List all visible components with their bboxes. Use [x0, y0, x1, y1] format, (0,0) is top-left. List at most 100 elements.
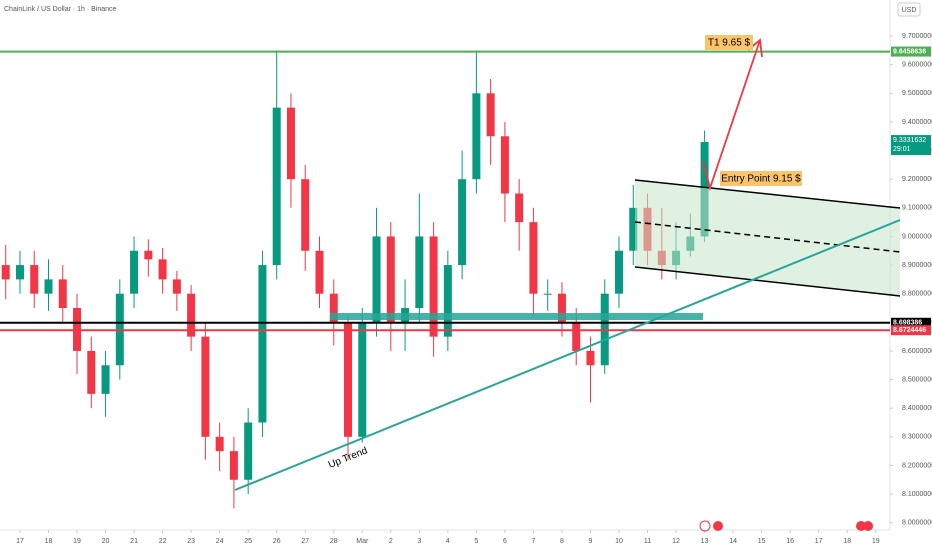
candle-body: [586, 350, 595, 366]
x-tick-label: 21: [130, 538, 138, 545]
target-box: [705, 35, 753, 50]
candle-body: [315, 250, 324, 294]
candle-body: [529, 222, 538, 294]
y-tick-label: 9.5000000: [902, 90, 932, 97]
candle-body: [158, 259, 167, 280]
candle-body: [101, 365, 110, 394]
x-tick-label: 14: [729, 538, 737, 545]
candle-body: [201, 336, 210, 437]
candle-body: [386, 236, 395, 323]
x-tick-label: 17: [815, 538, 823, 545]
level-label: 8.6724446: [893, 327, 926, 334]
x-tick-label: Mar: [356, 538, 369, 545]
x-tick-label: 6: [503, 538, 507, 545]
y-tick-label: 9.4000000: [902, 119, 932, 126]
level-tag: [891, 317, 931, 328]
x-tick-label: 22: [159, 538, 167, 545]
last-price-label: 9.3331632: [893, 137, 926, 144]
x-tick-label: 18: [843, 538, 851, 545]
x-tick-label: 8: [560, 538, 564, 545]
candle-body: [372, 236, 381, 323]
x-tick-label: 19: [73, 538, 81, 545]
channel-fill: [635, 180, 900, 296]
y-tick-label: 9.7000000: [902, 33, 932, 40]
channel-top: [634, 179, 901, 209]
event-icon[interactable]: [713, 521, 723, 531]
x-tick-label: 2: [389, 538, 393, 545]
candle-body: [87, 350, 96, 394]
x-tick-label: 12: [672, 538, 680, 545]
x-tick-label: 23: [187, 538, 195, 545]
x-tick-label: 5: [474, 538, 478, 545]
candle-body: [58, 279, 67, 309]
candle-body: [358, 322, 367, 437]
x-tick-label: 4: [446, 538, 450, 545]
trend-line: [234, 219, 901, 491]
y-tick-label: 8.0000000: [902, 520, 932, 527]
candle-body: [1, 265, 10, 280]
candle-body: [515, 193, 524, 223]
y-tick-label: 9.1000000: [902, 205, 932, 212]
candle-body: [543, 293, 552, 295]
candle-body: [172, 279, 181, 294]
candle-body: [458, 179, 467, 266]
level-label: 9.6458636: [893, 48, 926, 55]
candle-body: [615, 250, 624, 294]
x-tick-label: 18: [45, 538, 53, 545]
y-tick-label: 9.0000000: [902, 233, 932, 240]
projection-arrow: [702, 39, 761, 192]
support-zone: [330, 313, 703, 320]
candle-body: [415, 236, 424, 309]
candle-body: [629, 207, 638, 251]
x-tick-label: 28: [330, 538, 338, 545]
chart-title: ChainLink / US Dollar · 1h · Binance: [4, 6, 117, 13]
currency[interactable]: USD: [902, 7, 917, 14]
candle-body: [429, 236, 438, 337]
x-tick-label: 10: [615, 538, 623, 545]
candle-body: [472, 93, 481, 180]
candle-body: [130, 250, 139, 294]
x-tick-label: 15: [758, 538, 766, 545]
candle-body: [486, 93, 495, 137]
x-tick-label: 9: [589, 538, 593, 545]
x-tick-label: 24: [216, 538, 224, 545]
candle-body: [500, 136, 509, 194]
candle-body: [443, 265, 452, 337]
y-tick-label: 8.4000000: [902, 405, 932, 412]
y-tick-label: 8.5000000: [902, 376, 932, 383]
channel-bottom: [634, 266, 901, 297]
x-tick-label: 3: [417, 538, 421, 545]
x-tick-label: 20: [102, 538, 110, 545]
x-tick-label: 7: [531, 538, 535, 545]
entry-box: [720, 171, 802, 186]
event-icon[interactable]: [856, 521, 866, 531]
level-label: 8.698386: [893, 320, 922, 327]
candle-body: [229, 451, 238, 480]
level-tag: [891, 46, 931, 57]
y-tick-label: 8.8000000: [902, 291, 932, 298]
y-tick-label: 8.9000000: [902, 262, 932, 269]
x-tick-label: 25: [244, 538, 252, 545]
countdown-label: 29:01: [893, 146, 911, 153]
target-label: T1 9.65 $: [708, 38, 751, 49]
candle-body: [329, 293, 338, 323]
currency-box[interactable]: [897, 2, 921, 17]
y-tick-label: 8.2000000: [902, 462, 932, 469]
x-tick-label: 19: [872, 538, 880, 545]
event-icon[interactable]: [863, 521, 873, 531]
drawings: T1 9.65 $ Entry Point 9.15 $ Up Trend: [234, 35, 901, 532]
x-tick-label: 26: [273, 538, 281, 545]
candle-body: [15, 265, 24, 280]
y-tick-label: 8.6000000: [902, 348, 932, 355]
x-tick-label: 11: [644, 538, 651, 545]
candle-body: [301, 179, 310, 251]
candle-body: [572, 322, 581, 351]
candle-body: [258, 265, 267, 423]
event-icon[interactable]: [699, 520, 711, 532]
candle-body: [187, 293, 196, 337]
last-price-tag: [891, 135, 931, 156]
candle-body: [272, 107, 281, 266]
candle-body: [557, 293, 566, 323]
x-tick-label: 27: [301, 538, 309, 545]
